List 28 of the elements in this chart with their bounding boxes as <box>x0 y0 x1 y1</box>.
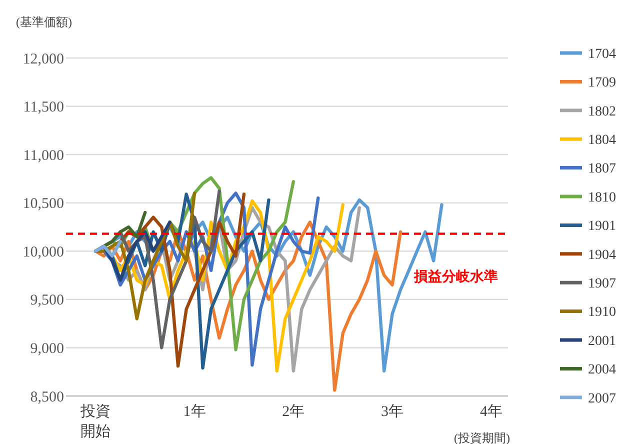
legend-label: 2001 <box>588 334 616 349</box>
legend-label: 1901 <box>588 219 616 234</box>
legend-label: 1907 <box>588 276 616 292</box>
x-tick-label: 2年 <box>282 403 305 420</box>
legend-label: 2007 <box>588 391 616 406</box>
ref-line-label: 損益分岐水準 <box>413 268 498 285</box>
legend-label: 1802 <box>588 104 616 120</box>
legend-label: 1904 <box>588 248 616 263</box>
x-tick-label: 3年 <box>381 403 404 420</box>
x-tick-label: 1年 <box>183 403 206 420</box>
y-tick-label: 10,000 <box>22 244 64 260</box>
legend-label: 1709 <box>588 76 616 91</box>
y-tick-label: 11,000 <box>23 148 64 164</box>
legend-label: 2004 <box>588 362 616 378</box>
x-tick-label: 4年 <box>480 403 502 420</box>
y-tick-label: 11,500 <box>23 100 64 116</box>
y-tick-label: 8,500 <box>30 389 64 406</box>
legend-label: 1804 <box>588 133 616 148</box>
y-tick-label: 12,000 <box>22 51 64 68</box>
legend-label: 1807 <box>588 162 616 177</box>
y-tick-label: 9,000 <box>30 340 64 357</box>
legend-label: 1910 <box>588 305 616 320</box>
legend-label: 1810 <box>588 190 616 206</box>
x-tick-label: 投資開始 <box>80 403 111 440</box>
y-axis-title: (基準価額) <box>16 15 72 29</box>
y-tick-label: 10,500 <box>22 196 64 212</box>
legend-label: 1704 <box>588 46 616 62</box>
y-tick-label: 9,500 <box>30 292 64 309</box>
